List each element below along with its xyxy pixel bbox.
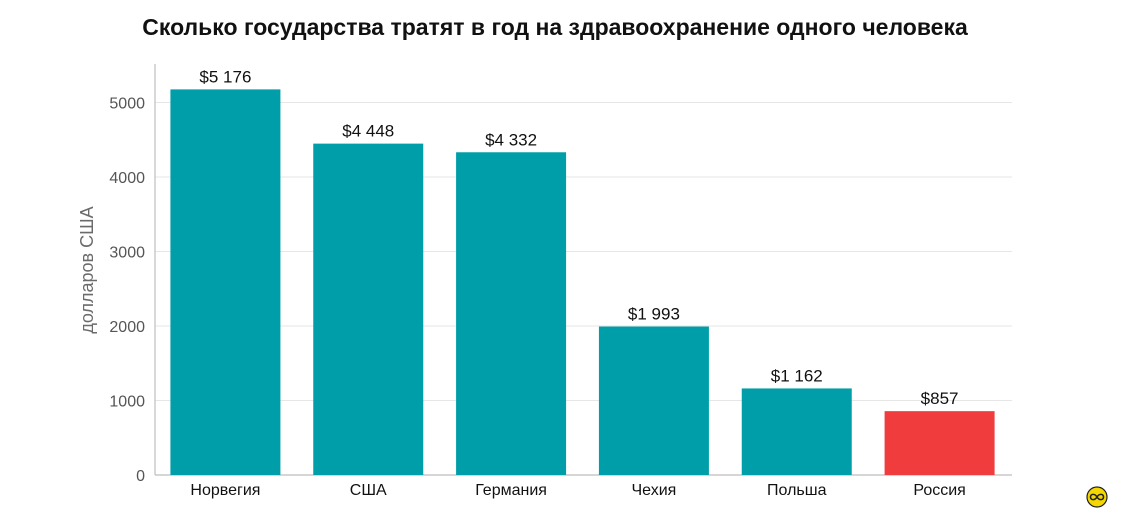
y-tick-label: 0 <box>136 468 145 485</box>
data-label: $1 162 <box>771 366 823 385</box>
y-tick-label: 2000 <box>109 319 145 336</box>
y-axis-label: долларов США <box>77 206 97 333</box>
bar <box>456 152 567 476</box>
data-label: $5 176 <box>199 67 251 86</box>
chart-title: Сколько государства тратят в год на здра… <box>142 14 968 40</box>
data-label: $4 448 <box>342 122 394 141</box>
bar <box>170 89 281 475</box>
y-tick-labels: 0 1000 2000 3000 4000 5000 <box>109 96 145 486</box>
data-labels: $5 176 $4 448 $4 332 $1 993 $1 162 $857 <box>199 67 958 408</box>
bar <box>884 411 995 475</box>
x-tick-label: Польша <box>767 482 827 499</box>
y-tick-label: 5000 <box>109 96 145 113</box>
data-label: $1 993 <box>628 305 680 324</box>
data-label: $4 332 <box>485 130 537 149</box>
x-tick-labels: Норвегия США Германия Чехия Польша Россия <box>190 482 965 499</box>
x-tick-label: Норвегия <box>190 482 260 499</box>
y-tick-label: 3000 <box>109 245 145 262</box>
x-tick-label: Германия <box>475 482 547 499</box>
x-tick-label: Чехия <box>632 482 677 499</box>
bar <box>741 388 852 475</box>
bar <box>313 143 424 475</box>
bars <box>170 89 995 476</box>
data-label: $857 <box>921 389 959 408</box>
axes <box>154 64 1012 476</box>
bar <box>598 326 709 475</box>
y-tick-label: 1000 <box>109 394 145 411</box>
x-tick-label: Россия <box>913 482 965 499</box>
y-tick-label: 4000 <box>109 170 145 187</box>
x-tick-label: США <box>350 482 387 499</box>
gridlines <box>155 102 1012 401</box>
infinity-badge-icon <box>1086 486 1108 508</box>
